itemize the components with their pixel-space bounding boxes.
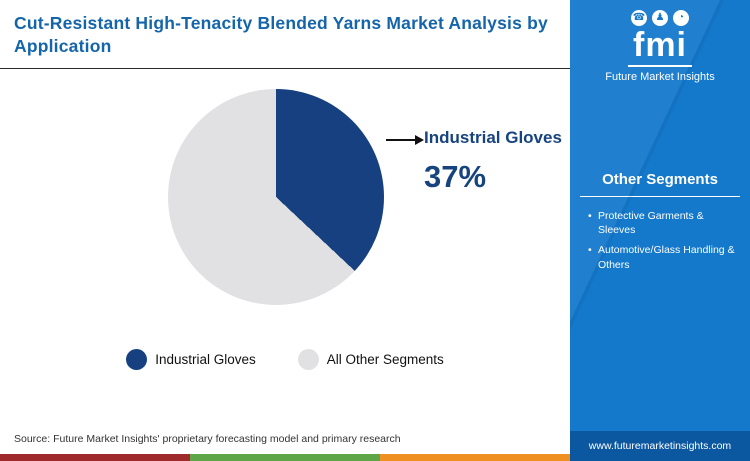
- legend-item-all-other-segments: All Other Segments: [297, 348, 444, 370]
- chart-icon: ◔: [673, 10, 689, 26]
- person-icon: ♟: [652, 10, 668, 26]
- website-link[interactable]: www.futuremarketinsights.com: [588, 440, 732, 452]
- other-segments-list: Protective Garments & Sleeves Automotive…: [570, 209, 750, 272]
- stripe-segment-red: [0, 454, 190, 461]
- legend-label: All Other Segments: [326, 351, 444, 367]
- source-note: Source: Future Market Insights' propriet…: [14, 433, 401, 445]
- brand-sidebar: ☎ ♟ ◔ fmi Future Market Insights Other S…: [570, 0, 750, 461]
- callout-arrow-icon: [386, 134, 424, 145]
- legend-swatch-gray-icon: [297, 348, 319, 370]
- brand-name: Future Market Insights: [605, 71, 715, 83]
- logo-text: fmi: [633, 26, 687, 64]
- fmi-logo: ☎ ♟ ◔ fmi Future Market Insights: [570, 0, 750, 83]
- phone-icon: ☎: [631, 10, 647, 26]
- callout-label: Industrial Gloves: [424, 127, 562, 147]
- page-title: Cut-Resistant High-Tenacity Blended Yarn…: [14, 13, 548, 56]
- pie-chart: [168, 88, 384, 305]
- stripe-segment-orange: [380, 454, 570, 461]
- title-divider: [0, 67, 570, 69]
- other-segments-divider: [580, 196, 740, 197]
- list-item: Protective Garments & Sleeves: [588, 209, 740, 237]
- chart-legend: Industrial Gloves All Other Segments: [0, 348, 570, 370]
- pie-callout: Industrial Gloves 37%: [424, 127, 564, 196]
- pie-chart-area: Industrial Gloves 37% Industrial Gloves …: [0, 69, 570, 370]
- legend-label: Industrial Gloves: [155, 351, 256, 367]
- logo-icons: ☎ ♟ ◔: [570, 10, 750, 26]
- legend-item-industrial-gloves: Industrial Gloves: [126, 348, 256, 370]
- logo-underline: [628, 65, 692, 67]
- chart-panel: Cut-Resistant High-Tenacity Blended Yarn…: [0, 13, 570, 461]
- list-item: Automotive/Glass Handling & Others: [588, 243, 740, 271]
- other-segments-heading: Other Segments: [602, 171, 718, 188]
- stripe-segment-green: [190, 454, 380, 461]
- sidebar-footer: www.futuremarketinsights.com: [570, 431, 750, 461]
- legend-swatch-dark-icon: [126, 348, 148, 370]
- callout-value: 37%: [424, 159, 487, 195]
- bottom-color-stripe: [0, 454, 570, 461]
